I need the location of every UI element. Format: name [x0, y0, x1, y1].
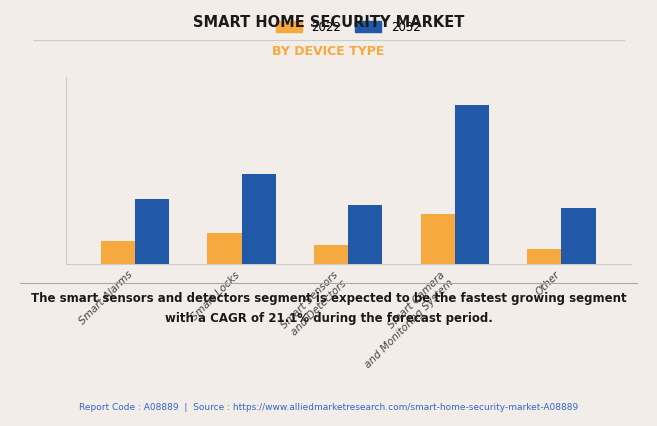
Legend: 2022, 2032: 2022, 2032: [273, 17, 424, 37]
Bar: [101, 241, 135, 264]
Bar: [562, 208, 595, 264]
Bar: [528, 248, 562, 264]
Bar: [135, 199, 169, 264]
Bar: [208, 233, 242, 264]
Bar: [314, 245, 348, 264]
Bar: [348, 205, 382, 264]
Text: The smart sensors and detectors segment is expected to be the fastest growing se: The smart sensors and detectors segment …: [31, 292, 626, 325]
Text: Report Code : A08889  |  Source : https://www.alliedmarketresearch.com/smart-hom: Report Code : A08889 | Source : https://…: [79, 403, 578, 412]
Text: SMART HOME SECURITY MARKET: SMART HOME SECURITY MARKET: [193, 15, 464, 30]
Text: BY DEVICE TYPE: BY DEVICE TYPE: [272, 45, 385, 58]
Bar: [242, 173, 276, 264]
Bar: [420, 214, 455, 264]
Bar: [455, 105, 489, 264]
